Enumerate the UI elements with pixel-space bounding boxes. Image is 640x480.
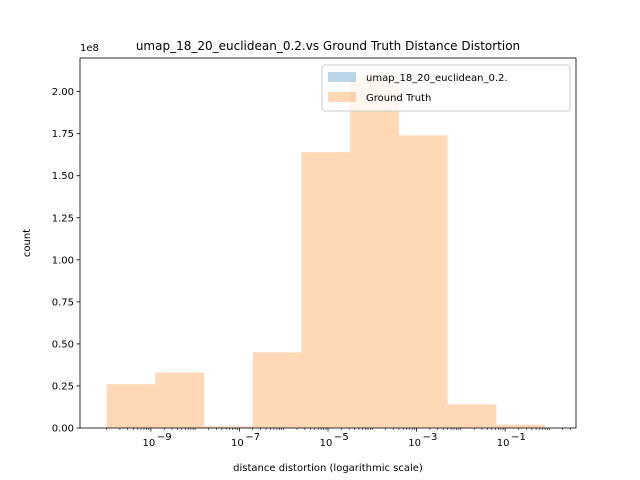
legend-swatch <box>328 92 356 102</box>
bar-1-1 <box>155 372 204 428</box>
chart-title: umap_18_20_euclidean_0.2.vs Ground Truth… <box>136 39 520 53</box>
x-tick-exponent: −9 <box>157 432 172 443</box>
x-tick-label: 10 <box>320 438 333 449</box>
y-tick-label: 0.50 <box>52 339 74 350</box>
y-tick-label: 1.25 <box>52 213 74 224</box>
bar-1-7 <box>447 404 497 428</box>
legend: umap_18_20_euclidean_0.2. Ground Truth <box>321 64 571 112</box>
y-tick-label: 1.50 <box>52 171 74 182</box>
y-tick-label: 1.00 <box>52 255 74 266</box>
y-offset-text: 1e8 <box>80 43 99 54</box>
bar-1-3 <box>252 352 302 428</box>
x-tick-label: 10 <box>231 438 244 449</box>
x-axis-ticks: 10−910−710−510−310−1 <box>106 428 571 449</box>
y-tick-label: 0.25 <box>52 381 74 392</box>
y-axis-label: count <box>22 229 33 257</box>
bar-1-8 <box>496 424 545 428</box>
legend-swatch <box>328 72 356 82</box>
bar-1-4 <box>301 152 351 428</box>
plot-frame <box>79 57 577 429</box>
legend-frame <box>321 64 571 112</box>
legend-label: Ground Truth <box>366 93 431 104</box>
bar-1-0 <box>106 384 156 428</box>
x-tick-exponent: −5 <box>334 432 349 443</box>
y-tick-label: 2.00 <box>52 87 74 98</box>
y-axis-ticks: 0.00 0.25 0.50 0.75 1.00 1.25 1.50 1.75 2.00 <box>52 87 80 435</box>
y-tick-label: 1.75 <box>52 129 74 140</box>
bars-group <box>106 78 545 428</box>
x-tick-label: 10 <box>497 438 510 449</box>
bar-1-2 <box>204 426 253 428</box>
x-tick-exponent: −3 <box>423 432 438 443</box>
bar-1-5 <box>350 78 399 428</box>
x-tick-label: 10 <box>408 438 421 449</box>
x-tick-label: 10 <box>142 438 155 449</box>
legend-label: umap_18_20_euclidean_0.2. <box>366 73 508 84</box>
x-tick-exponent: −7 <box>245 432 260 443</box>
bar-1-6 <box>398 135 448 428</box>
y-tick-label: 0.75 <box>52 297 74 308</box>
x-axis-label: distance distortion (logarithmic scale) <box>233 463 423 474</box>
x-tick-exponent: −1 <box>511 432 526 443</box>
y-tick-label: 0.00 <box>52 424 74 435</box>
